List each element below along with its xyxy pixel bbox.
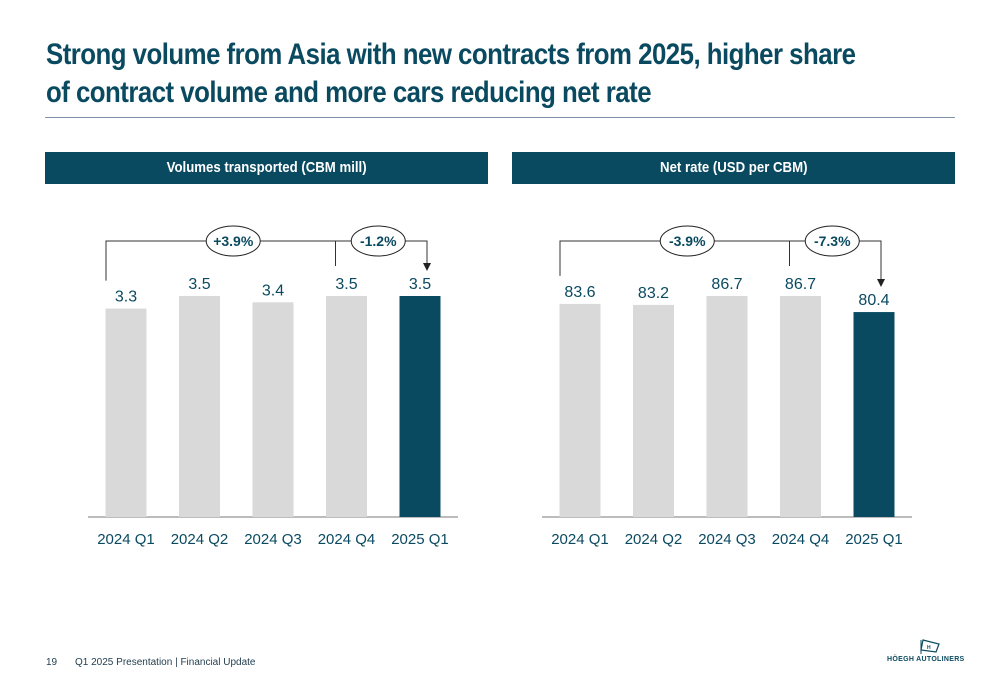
ship-flag-icon: H bbox=[920, 639, 940, 654]
data-label: 3.4 bbox=[262, 282, 284, 299]
net-rate-panel-header: Net rate (USD per CBM) bbox=[512, 152, 955, 184]
change-oval bbox=[350, 225, 406, 257]
data-label: 3.3 bbox=[115, 289, 137, 306]
bar-2024-q3 bbox=[252, 302, 294, 517]
title-divider bbox=[45, 117, 955, 118]
footer-text: Q1 2025 Presentation | Financial Update bbox=[75, 657, 256, 668]
bar-2024-q1 bbox=[105, 308, 147, 517]
bar-2025-q1 bbox=[399, 296, 441, 517]
category-tick-label: 2024 Q1 bbox=[97, 531, 155, 548]
company-logo-text: HÖEGH AUTOLINERS bbox=[887, 656, 965, 663]
net-rate-panel-title: Net rate (USD per CBM) bbox=[659, 159, 808, 176]
category-tick-label: 2024 Q2 bbox=[171, 531, 229, 548]
arrow-down-icon bbox=[423, 263, 431, 271]
page-title-line-2: of contract volume and more cars reducin… bbox=[46, 76, 652, 109]
category-tick-label: 2024 Q3 bbox=[244, 531, 302, 548]
data-label: 3.5 bbox=[335, 276, 357, 293]
volumes-bar-chart: 3.3 2024 Q1 3.5 2024 Q2 3.4 2024 Q3 3.5 2024 Q4… bbox=[88, 225, 458, 548]
bar-2024-q2 bbox=[179, 296, 220, 517]
category-tick-label: 2025 Q1 bbox=[391, 531, 449, 548]
change-oval bbox=[205, 225, 261, 257]
change-bracket bbox=[105, 240, 428, 281]
change-percent-label: +3.9% bbox=[213, 233, 254, 249]
data-label: 3.5 bbox=[188, 276, 210, 293]
page-title: Strong volume from Asia with new contrac… bbox=[46, 36, 856, 112]
volumes-panel-header: Volumes transported (CBM mill) bbox=[45, 152, 488, 184]
page-number: 19 bbox=[46, 657, 58, 668]
change-percent-label: -1.2% bbox=[360, 233, 397, 249]
page-title-line-1: Strong volume from Asia with new contrac… bbox=[46, 38, 856, 71]
volumes-panel-title: Volumes transported (CBM mill) bbox=[166, 159, 367, 176]
svg-text:H: H bbox=[927, 645, 931, 651]
data-label: 3.5 bbox=[409, 276, 431, 293]
bar-2024-q4 bbox=[326, 296, 367, 517]
category-tick-label: 2024 Q4 bbox=[318, 531, 376, 548]
